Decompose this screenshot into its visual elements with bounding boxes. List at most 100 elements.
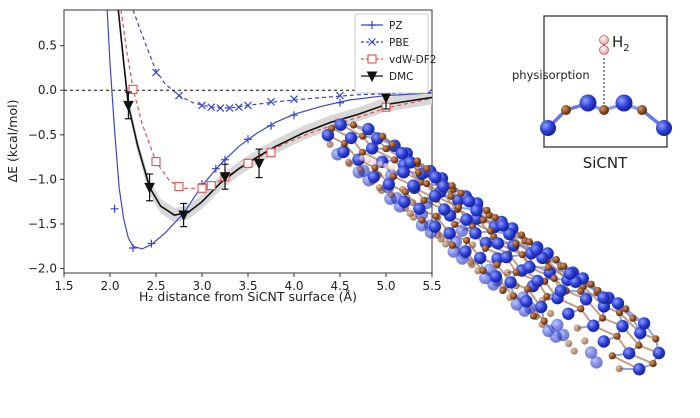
physisorption-label: physisorption bbox=[512, 68, 590, 82]
x-tick-label: 2.5 bbox=[146, 279, 165, 293]
legend-swatch-marker bbox=[368, 38, 376, 46]
carbon-atom bbox=[389, 172, 397, 180]
carbon-atom bbox=[371, 164, 379, 172]
silicon-atom bbox=[397, 166, 410, 179]
silicon-atom bbox=[474, 251, 487, 265]
x-tick-label: 4.5 bbox=[330, 279, 349, 293]
silicon-atom bbox=[616, 319, 629, 333]
carbon-atom bbox=[479, 267, 487, 275]
carbon-atom bbox=[560, 262, 568, 270]
silicon-atom bbox=[362, 122, 375, 136]
point-vdw-df2 bbox=[174, 181, 184, 192]
silicon-atom bbox=[554, 284, 567, 297]
point-vdw-df2 bbox=[266, 148, 276, 158]
carbon-atom bbox=[457, 189, 465, 197]
sicnt-label: SiCNT bbox=[583, 154, 628, 172]
silicon-atom bbox=[367, 170, 381, 183]
silicon-atom bbox=[455, 224, 469, 237]
silicon-atom bbox=[321, 128, 335, 142]
x-tick-label: 4.0 bbox=[284, 279, 303, 293]
carbon-atom bbox=[420, 196, 428, 204]
carbon-atom bbox=[613, 332, 621, 340]
carbon-atom bbox=[525, 238, 534, 246]
carbon-atom bbox=[474, 267, 482, 275]
hydrogen-atom bbox=[377, 161, 383, 167]
hydrogen-atom bbox=[371, 159, 377, 165]
carbon-atom bbox=[573, 324, 582, 332]
carbon-atom bbox=[512, 240, 520, 248]
carbon-atom bbox=[635, 341, 643, 349]
carbon-atom bbox=[599, 105, 609, 115]
carbon-atom bbox=[540, 317, 548, 325]
carbon-atom bbox=[423, 165, 431, 173]
silicon-atom bbox=[584, 346, 598, 359]
carbon-atom bbox=[437, 235, 445, 243]
point-pz bbox=[267, 121, 275, 130]
point-pbe bbox=[267, 97, 275, 106]
carbon-atom bbox=[637, 105, 647, 115]
legend-swatch-marker bbox=[367, 54, 377, 64]
carbon-atom bbox=[615, 309, 624, 317]
carbon-atom bbox=[357, 165, 365, 174]
carbon-atom bbox=[391, 156, 399, 164]
carbon-atom bbox=[503, 269, 512, 277]
carbon-atom bbox=[479, 216, 487, 224]
silicon-atom bbox=[590, 356, 603, 369]
carbon-atom bbox=[432, 212, 440, 220]
silicon-atom bbox=[428, 220, 442, 233]
carbon-atom bbox=[379, 132, 387, 140]
point-vdw-df2 bbox=[197, 183, 207, 193]
point-pbe bbox=[234, 103, 243, 112]
x-tick-label: 5.0 bbox=[376, 279, 395, 293]
legend-label: DMC bbox=[389, 71, 413, 83]
dmc-uncertainty-band bbox=[118, 10, 432, 223]
carbon-atom bbox=[509, 292, 518, 300]
point-vdw-df2 bbox=[128, 84, 138, 94]
carbon-atom bbox=[543, 292, 551, 300]
y-tick-label: −1.5 bbox=[28, 217, 57, 231]
silicon-atom bbox=[404, 156, 417, 169]
point-pz bbox=[336, 98, 344, 107]
legend-label: PZ bbox=[389, 20, 403, 32]
point-vdw-df2 bbox=[243, 158, 253, 168]
x-tick-label: 3.5 bbox=[238, 279, 257, 293]
point-pbe bbox=[225, 104, 234, 112]
silicon-atom bbox=[437, 180, 450, 193]
carbon-atom bbox=[406, 209, 414, 217]
carbon-atom bbox=[518, 231, 526, 239]
silicon-atom bbox=[470, 204, 483, 217]
silicon-atom bbox=[531, 274, 544, 288]
silicon-atom bbox=[523, 260, 536, 274]
carbon-atom bbox=[358, 148, 367, 156]
carbon-atom bbox=[413, 157, 421, 165]
carbon-atom bbox=[483, 206, 491, 214]
carbon-atom bbox=[544, 263, 552, 272]
carbon-atom bbox=[349, 121, 358, 129]
legend: PZ PBE vdW-DF2 DMC bbox=[354, 13, 436, 94]
y-tick-label: −2.0 bbox=[28, 262, 57, 276]
legend-item-pbe: PBE bbox=[361, 37, 409, 49]
silicon-atom bbox=[563, 267, 577, 280]
x-tick-label: 1.5 bbox=[54, 279, 73, 293]
point-pz bbox=[290, 111, 298, 120]
carbon-atom bbox=[401, 188, 410, 196]
silicon-atom bbox=[520, 295, 533, 308]
carbon-atom bbox=[447, 192, 455, 200]
point-vdw-df2 bbox=[151, 157, 161, 167]
point-pz bbox=[147, 239, 156, 248]
y-axis-title: ΔE (kcal/mol) bbox=[5, 100, 20, 183]
point-pz bbox=[244, 135, 252, 144]
carbon-atom bbox=[448, 182, 456, 190]
silicon-atom bbox=[337, 145, 350, 159]
silicon-atom bbox=[365, 142, 379, 155]
sicnt-nanotube-illustration bbox=[321, 118, 666, 376]
hydrogen-atom-top bbox=[599, 35, 609, 45]
carbon-atom bbox=[469, 241, 477, 249]
silicon-atom bbox=[500, 250, 513, 264]
point-pbe bbox=[290, 95, 298, 104]
legend-item-dmc: DMC bbox=[361, 71, 413, 83]
carbon-atom bbox=[423, 180, 431, 188]
silicon-atom bbox=[491, 237, 505, 250]
h2-label: H2 bbox=[612, 33, 630, 54]
carbon-atom bbox=[499, 286, 507, 294]
